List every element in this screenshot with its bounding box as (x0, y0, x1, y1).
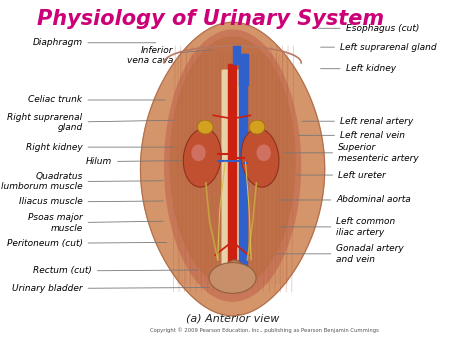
Text: Iliacus muscle: Iliacus muscle (19, 197, 163, 207)
Text: Superior
mesenteric artery: Superior mesenteric artery (284, 143, 419, 163)
Text: Psoas major
muscle: Psoas major muscle (28, 213, 163, 233)
Text: Left renal artery: Left renal artery (302, 117, 413, 126)
Text: Left common
iliac artery: Left common iliac artery (280, 217, 396, 237)
Ellipse shape (241, 128, 279, 187)
Text: Peritoneum (cut): Peritoneum (cut) (7, 239, 167, 248)
Text: Celiac trunk: Celiac trunk (28, 96, 165, 104)
Text: Gonadal artery
and vein: Gonadal artery and vein (276, 244, 404, 264)
Text: Inferior
vena cava: Inferior vena cava (127, 46, 213, 65)
Text: Esophagus (cut): Esophagus (cut) (319, 24, 419, 33)
FancyBboxPatch shape (221, 70, 244, 268)
Ellipse shape (249, 120, 265, 134)
Text: Diaphragm: Diaphragm (32, 38, 156, 47)
Text: Left suprarenal gland: Left suprarenal gland (320, 43, 436, 52)
Ellipse shape (225, 260, 243, 280)
Ellipse shape (183, 128, 221, 187)
Text: Left kidney: Left kidney (320, 64, 396, 73)
Ellipse shape (197, 120, 213, 134)
Text: Right kidney: Right kidney (26, 143, 174, 152)
Text: Left ureter: Left ureter (297, 171, 386, 179)
Text: Physiology of Urinary System: Physiology of Urinary System (37, 9, 384, 29)
Ellipse shape (191, 144, 206, 161)
Text: (a) Anterior view: (a) Anterior view (186, 314, 279, 324)
Text: Left renal vein: Left renal vein (298, 131, 405, 140)
Text: Urinary bladder: Urinary bladder (12, 284, 209, 293)
Ellipse shape (209, 263, 256, 293)
Text: Abdominal aorta: Abdominal aorta (278, 195, 411, 204)
Ellipse shape (169, 37, 296, 288)
Text: Copyright © 2009 Pearson Education, Inc., publishing as Pearson Benjamin Cumming: Copyright © 2009 Pearson Education, Inc.… (150, 328, 378, 333)
Text: Hilum: Hilum (86, 157, 182, 166)
Text: Quadratus
lumborum muscle: Quadratus lumborum muscle (1, 172, 163, 192)
Text: Right suprarenal
gland: Right suprarenal gland (7, 113, 174, 132)
Ellipse shape (164, 29, 301, 302)
Polygon shape (140, 22, 324, 316)
Ellipse shape (256, 144, 271, 161)
Text: Rectum (cut): Rectum (cut) (33, 266, 198, 275)
